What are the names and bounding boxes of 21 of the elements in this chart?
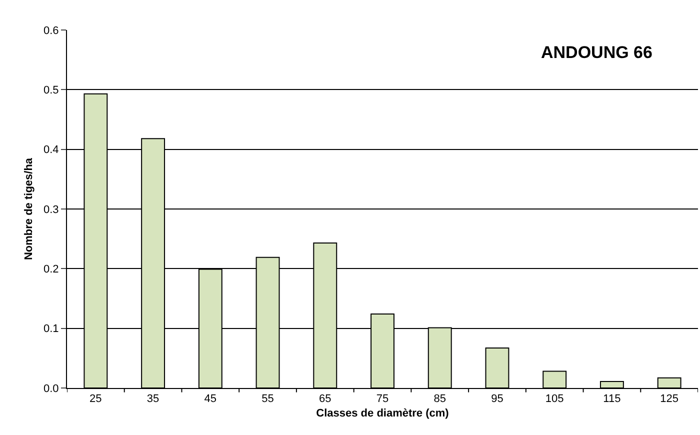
x-tick-label: 125 <box>660 393 678 406</box>
x-axis-title: Classes de diamètre (cm) <box>316 407 450 420</box>
x-tick-label: 45 <box>204 393 217 406</box>
y-axis-title: Nombre de tiges/ha <box>23 157 36 260</box>
y-tick-label: 0.2 <box>44 264 59 276</box>
y-tick-label: 0.3 <box>44 204 59 216</box>
y-tick-label: 0.5 <box>44 84 59 97</box>
y-tick-label: 0.1 <box>44 323 59 336</box>
y-tick-label: 0.4 <box>44 144 59 156</box>
x-tick-label: 85 <box>434 393 446 406</box>
x-tick-label: 25 <box>90 393 102 406</box>
x-tick-label: 35 <box>146 393 160 406</box>
text: ANDOUNG 66 <box>541 43 652 62</box>
y-tick-label: 0.6 <box>44 24 59 37</box>
x-tick-label: 115 <box>603 393 621 406</box>
x-tick-label: 105 <box>545 393 564 406</box>
y-tick-label: 0.0 <box>44 382 59 395</box>
x-tick-label: 95 <box>491 393 504 406</box>
x-tick-label: 65 <box>319 393 332 406</box>
x-tick-label: 55 <box>262 393 274 406</box>
x-tick-label: 75 <box>376 393 389 406</box>
